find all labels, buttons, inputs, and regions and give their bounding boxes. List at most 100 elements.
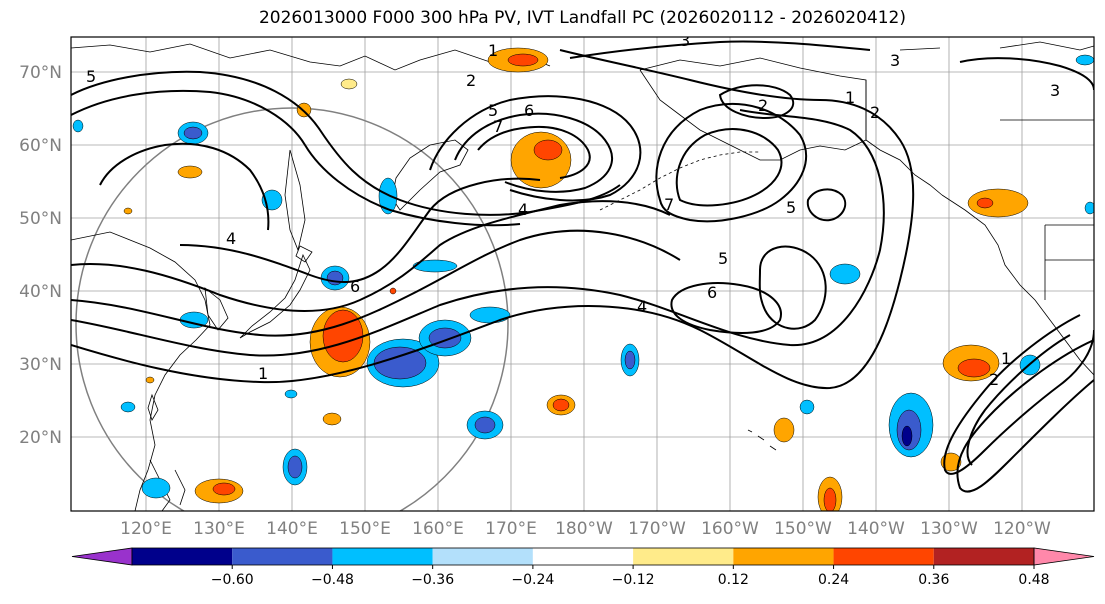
- anomaly-positive: [507, 53, 539, 67]
- contour-label: 1: [845, 88, 855, 107]
- colorbar-extend-max: [1033, 547, 1095, 566]
- contour-label: 1: [488, 41, 498, 60]
- contour-east-2: [956, 339, 1094, 493]
- anomaly-negative: [72, 119, 84, 133]
- anomaly-positive: [967, 188, 1029, 218]
- contour-label: 6: [707, 283, 717, 302]
- anomaly-positive: [957, 358, 991, 378]
- contour-label: 5: [488, 101, 498, 120]
- contour-west: [99, 142, 270, 231]
- anomaly-negative: [284, 389, 298, 399]
- anomaly-negative: [474, 416, 496, 434]
- colorbar-segment: [633, 548, 734, 565]
- contour-label: 5: [718, 249, 728, 268]
- anomaly-positive: [773, 417, 795, 443]
- longitude-labels: 120°E 130°E 140°E 150°E 160°E 170°E 180°…: [120, 519, 1051, 539]
- lon-label: 170°W: [628, 519, 686, 539]
- contour-ridge-2: [454, 112, 614, 193]
- colorbar-tick-label: 0.36: [918, 572, 949, 588]
- contour-label: 4: [518, 200, 528, 219]
- japan: [239, 253, 311, 339]
- contour-closed-5: [806, 188, 847, 222]
- contour-label: 7: [664, 195, 674, 214]
- arctic-coast: [899, 41, 1094, 51]
- anomaly-negative: [120, 401, 136, 413]
- contour-1-south: [71, 49, 915, 390]
- anomaly-positive: [322, 412, 342, 426]
- anomaly-negative: [901, 425, 913, 447]
- lon-label: 150°W: [774, 519, 832, 539]
- contour-closed-1: [655, 103, 808, 223]
- coastlines: [71, 41, 1094, 511]
- contour-label: 3: [890, 51, 900, 70]
- colorbar-tick-label: 0.12: [718, 572, 749, 588]
- lat-label: 20°N: [19, 428, 62, 448]
- colorbar-tick-label: −0.48: [311, 572, 354, 588]
- colorbar-tick-label: −0.24: [511, 572, 554, 588]
- anomaly-negative: [799, 399, 815, 415]
- korea: [204, 287, 229, 331]
- anomaly-negative: [829, 263, 861, 285]
- siberia-coast: [71, 43, 551, 71]
- anomaly-positive: [145, 376, 155, 384]
- contour-3: [71, 229, 681, 337]
- anomaly-negative: [469, 306, 511, 324]
- contour-ridge-3: [477, 125, 591, 179]
- anomaly-positive: [340, 78, 358, 90]
- contour-label: 4: [637, 297, 647, 316]
- colorbar-tick-label: −0.60: [211, 572, 254, 588]
- contour-north-3: [569, 40, 871, 59]
- lat-label: 70°N: [19, 63, 62, 83]
- contour-ridge-1: [429, 95, 642, 202]
- pv-contours: [71, 40, 1094, 493]
- map-panel: 1 1 1 2 2 2 3 3 3 4 4 4 5 5 5 5 6 6 6 7: [71, 31, 1094, 511]
- anomaly-negative: [141, 477, 171, 499]
- contour-label: 3: [680, 31, 690, 50]
- contour-label: 6: [350, 277, 360, 296]
- latitude-labels: 70°N 60°N 50°N 40°N 30°N 20°N: [19, 63, 62, 448]
- colorbar-segment: [833, 548, 934, 565]
- contour-closed-3: [758, 245, 827, 330]
- lon-label: 140°W: [847, 519, 905, 539]
- contour-label: 5: [86, 67, 96, 86]
- anomaly-positive: [212, 482, 236, 496]
- colorbar-segment: [332, 548, 433, 565]
- graticule: [71, 37, 1094, 511]
- anomaly-positive: [533, 139, 563, 161]
- contour-label: 5: [786, 198, 796, 217]
- contour-label: 2: [870, 103, 880, 122]
- contour-north-1: [71, 70, 621, 216]
- hokkaido: [295, 245, 313, 263]
- colorbar-segment: [933, 548, 1034, 565]
- lon-label: 180°W: [555, 519, 613, 539]
- contour-label: 2: [758, 96, 768, 115]
- lat-label: 60°N: [19, 136, 62, 156]
- contour-closed-2: [675, 128, 783, 207]
- kamchatka: [391, 139, 469, 211]
- colorbar-segment: [733, 548, 834, 565]
- contour-label: 2: [466, 71, 476, 90]
- colorbar-tick-label: −0.12: [612, 572, 655, 588]
- contour-label: 1: [258, 364, 268, 383]
- contour-closed-2b: [718, 84, 795, 120]
- radius-circle: [75, 107, 509, 511]
- anomaly-negative: [287, 455, 303, 479]
- contour-2-south: [71, 109, 885, 357]
- contour-label: 4: [226, 229, 236, 248]
- anomaly-positive: [940, 452, 962, 472]
- anomaly-positive: [389, 287, 397, 295]
- anomaly-negative: [1084, 201, 1094, 215]
- contour-ne-1: [959, 57, 1094, 91]
- colorbar-tick-label: 0.24: [818, 572, 849, 588]
- lon-label: 160°W: [701, 519, 759, 539]
- contour-east-3: [966, 334, 1071, 466]
- na-west-coast: [941, 194, 1094, 376]
- contour-5: [179, 177, 541, 284]
- colorbar-segment: [432, 548, 533, 565]
- colorbar-segment: [232, 548, 333, 565]
- anomaly-negative: [412, 259, 458, 273]
- map-background: [71, 37, 1094, 511]
- contour-label: 6: [524, 101, 534, 120]
- anomaly-positive: [322, 309, 364, 363]
